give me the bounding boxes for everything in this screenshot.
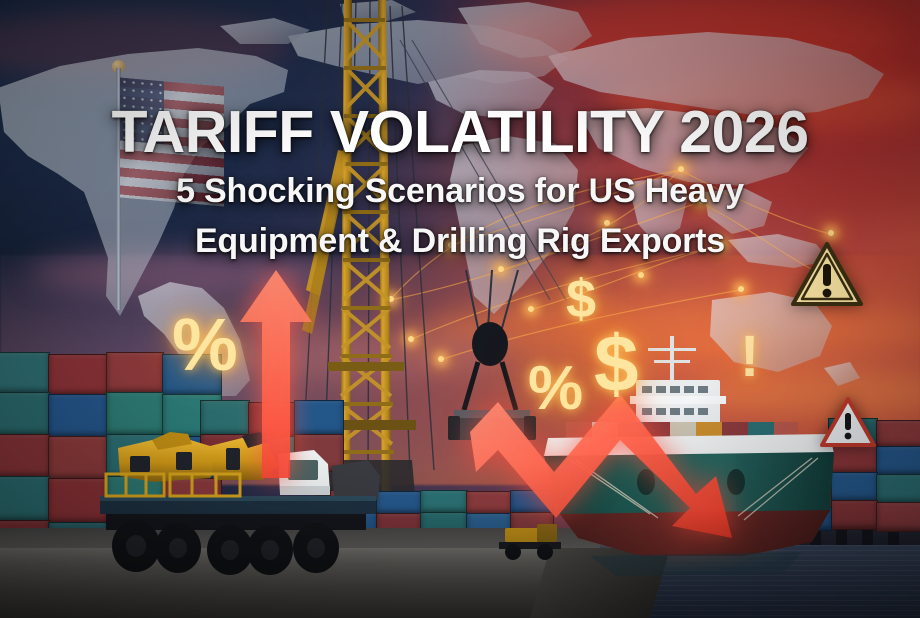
dollar-symbol-small: $ bbox=[566, 269, 597, 329]
dock-piling bbox=[810, 528, 821, 558]
container-stack-right bbox=[828, 418, 920, 532]
dock-piling bbox=[862, 528, 873, 558]
cloud-band bbox=[700, 370, 920, 416]
upward-arrow bbox=[238, 268, 314, 480]
heavy-equipment-transporter bbox=[92, 430, 382, 590]
warning-triangle-white-icon bbox=[820, 396, 876, 448]
subtitle-line-1: 5 Shocking Scenarios for US Heavy bbox=[176, 172, 744, 210]
dock-piling bbox=[836, 528, 847, 558]
us-flag bbox=[92, 60, 224, 310]
zigzag-down-arrow bbox=[470, 388, 770, 548]
warning-triangle-yellow-icon bbox=[790, 240, 864, 308]
percent-symbol-mid: % bbox=[528, 354, 584, 423]
dock-service-vehicle bbox=[495, 512, 567, 560]
subtitle-line-2: Equipment & Drilling Rig Exports bbox=[194, 222, 726, 260]
percent-symbol-left: % bbox=[172, 303, 238, 386]
dollar-symbol-large: $ bbox=[594, 319, 639, 408]
flagpole bbox=[116, 68, 121, 310]
page-title: TARIFF VOLATILITY 2026 bbox=[111, 99, 809, 165]
flagpole-finial bbox=[112, 60, 125, 73]
exclamation-symbol: ! bbox=[740, 324, 760, 389]
dock-piling bbox=[888, 528, 899, 558]
